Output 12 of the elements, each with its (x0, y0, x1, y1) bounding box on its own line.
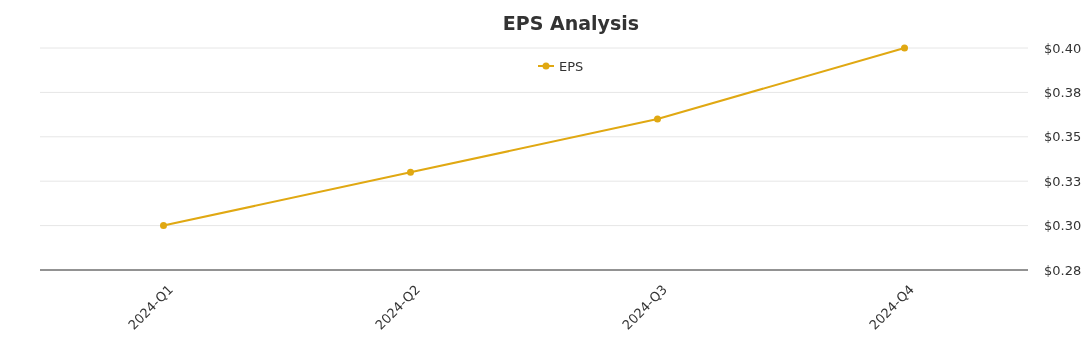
point (160, 222, 167, 230)
point (407, 168, 414, 176)
legend-label: EPS (559, 58, 584, 74)
point (901, 44, 908, 52)
y-tick-label: $0.30 (1044, 218, 1082, 234)
y-tick-label: $0.38 (1044, 84, 1082, 100)
y-tick-label: $0.40 (1044, 40, 1082, 56)
point (654, 115, 661, 123)
y-tick-label: $0.35 (1044, 129, 1082, 145)
y-tick-label: $0.33 (1044, 173, 1082, 189)
y-tick-label: $0.28 (1044, 262, 1082, 278)
chart-title: EPS Analysis (502, 12, 640, 34)
